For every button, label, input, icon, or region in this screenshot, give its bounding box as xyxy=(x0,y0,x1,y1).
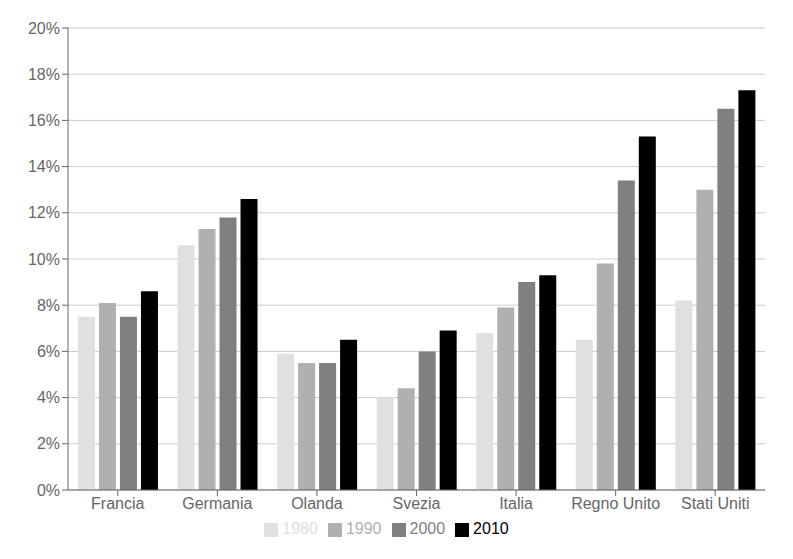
svg-text:4%: 4% xyxy=(37,389,60,406)
svg-text:14%: 14% xyxy=(28,158,60,175)
svg-text:20%: 20% xyxy=(28,20,60,37)
svg-text:Stati Uniti: Stati Uniti xyxy=(681,495,749,512)
svg-text:Olanda: Olanda xyxy=(291,495,343,512)
svg-text:0%: 0% xyxy=(37,482,60,499)
html-text:1980: 1980 xyxy=(282,520,318,537)
html-text:2000: 2000 xyxy=(409,520,446,537)
html-text:2010: 2010 xyxy=(473,520,509,537)
svg-text:Regno Unito: Regno Unito xyxy=(571,495,660,512)
svg-text:18%: 18% xyxy=(28,66,60,83)
svg-text:Francia: Francia xyxy=(91,495,144,512)
svg-text:12%: 12% xyxy=(28,204,60,221)
svg-text:Svezia: Svezia xyxy=(392,495,440,512)
svg-text:2%: 2% xyxy=(37,435,60,452)
svg-text:Germania: Germania xyxy=(182,495,252,512)
svg-text:8%: 8% xyxy=(37,297,60,314)
svg-text:10%: 10% xyxy=(28,251,60,268)
svg-text:6%: 6% xyxy=(37,343,60,360)
svg-text:16%: 16% xyxy=(28,112,60,129)
html-text:1990: 1990 xyxy=(345,520,382,537)
svg-text:Italia: Italia xyxy=(499,495,533,512)
